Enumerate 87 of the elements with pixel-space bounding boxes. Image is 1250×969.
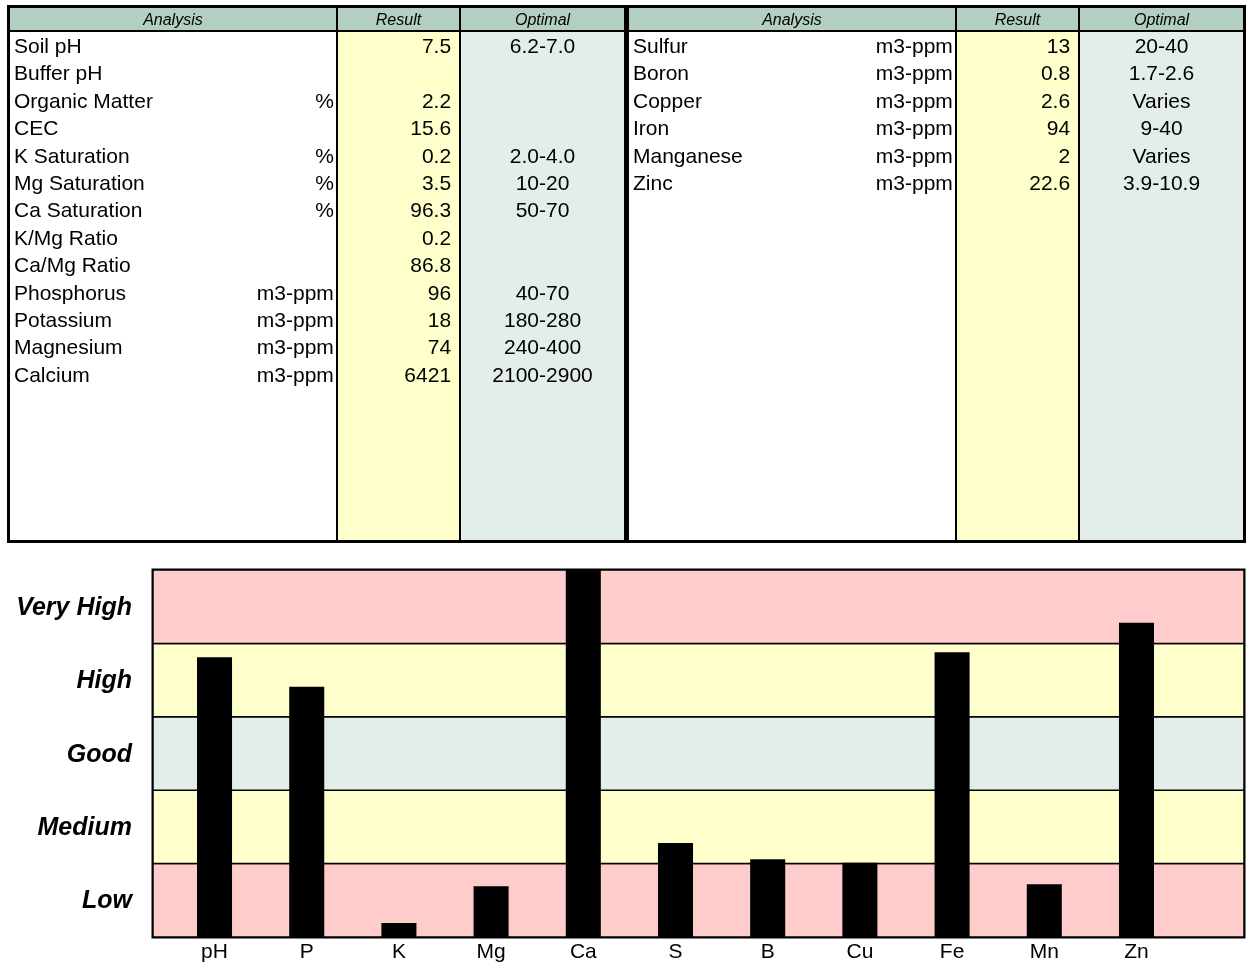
category-label: Analysis	[629, 8, 957, 32]
band-label: Medium	[37, 811, 132, 840]
text: Sulfur	[633, 34, 688, 57]
text: m3-ppm	[256, 280, 334, 304]
text: 3.5	[421, 171, 452, 194]
text: m3-ppm	[875, 116, 953, 140]
text: m3-ppm	[875, 143, 953, 167]
x-tick-label: K	[391, 938, 406, 962]
text: Magnesium	[14, 335, 123, 359]
text: 3.9-10.9	[1123, 171, 1201, 194]
text: 86.8	[410, 253, 452, 277]
text: Calcium	[14, 362, 90, 386]
text: Varies	[1132, 88, 1191, 112]
text: 18	[427, 308, 452, 331]
text: 13	[1046, 34, 1071, 57]
text: m3-ppm	[256, 335, 334, 359]
text: 15.6	[410, 116, 452, 140]
text: 6.2-7.0	[509, 34, 576, 57]
text: 10-20	[515, 171, 570, 194]
x-tick-label: S	[668, 938, 683, 962]
text: Organic Matter	[14, 88, 153, 112]
category-label: Optimal	[461, 8, 624, 32]
text: 7.5	[421, 34, 452, 57]
text: 0.8	[1040, 61, 1071, 85]
band-label: Low	[82, 885, 134, 914]
text: m3-ppm	[875, 61, 953, 85]
text: 74	[427, 335, 452, 359]
x-tick-label: Mn	[1029, 938, 1059, 962]
category-label: Result	[956, 8, 1081, 32]
x-tick-label: B	[760, 938, 775, 962]
x-tick-label: Mg	[476, 938, 506, 962]
category-label: Optimal	[1080, 8, 1243, 32]
text: 2	[1058, 143, 1071, 167]
text: 0.2	[421, 143, 452, 167]
text: Ca Saturation	[14, 198, 143, 222]
text: 2.0-4.0	[509, 143, 576, 167]
text: 9-40	[1140, 116, 1183, 140]
x-tick-label: Ca	[569, 938, 598, 962]
text: Iron	[633, 116, 670, 140]
text: K Saturation	[14, 143, 130, 167]
text: 40-70	[515, 280, 570, 304]
text: Buffer pH	[14, 61, 103, 85]
text: 22.6	[1029, 171, 1071, 194]
text: 20-40	[1134, 34, 1189, 57]
text: 2.6	[1040, 88, 1071, 112]
text: CEC	[14, 116, 59, 140]
text: %	[315, 143, 334, 167]
text: Potassium	[14, 308, 113, 331]
text: 94	[1046, 116, 1071, 140]
category-label: Result	[337, 8, 462, 32]
text: Ca/Mg Ratio	[14, 253, 131, 277]
text: 96	[427, 280, 452, 304]
text: m3-ppm	[875, 34, 953, 57]
text: Zinc	[633, 171, 673, 194]
text: 96.3	[410, 198, 452, 222]
text: Phosphorus	[14, 280, 127, 304]
band-label: Very High	[16, 591, 132, 620]
x-tick-label: Fe	[939, 938, 965, 962]
text: 50-70	[515, 198, 570, 222]
text: %	[315, 198, 334, 222]
text: 0.2	[421, 225, 452, 249]
text: Soil pH	[14, 34, 82, 57]
band-label: High	[76, 665, 132, 694]
text: Mg Saturation	[14, 171, 145, 194]
text: 2.2	[421, 88, 452, 112]
text: Boron	[633, 61, 690, 85]
text: Copper	[633, 88, 702, 112]
text: Varies	[1132, 143, 1191, 167]
category-label: Analysis	[10, 8, 338, 32]
text: m3-ppm	[256, 308, 334, 331]
text: 6421	[404, 362, 452, 386]
text: m3-ppm	[256, 362, 334, 386]
x-tick-label: Cu	[846, 938, 874, 962]
text: 1.7-2.6	[1128, 61, 1195, 85]
x-tick-label: pH	[201, 938, 228, 962]
text: %	[315, 88, 334, 112]
x-tick-label: P	[299, 938, 314, 962]
text: m3-ppm	[875, 171, 953, 194]
text: K/Mg Ratio	[14, 225, 118, 249]
text: 2100-2900	[492, 362, 593, 386]
band-label: Good	[66, 738, 133, 767]
text: 240-400	[504, 335, 582, 359]
x-tick-label: Zn	[1124, 938, 1149, 962]
text: m3-ppm	[875, 88, 953, 112]
text: Manganese	[633, 143, 743, 167]
text: 180-280	[504, 308, 582, 331]
text: %	[315, 171, 334, 194]
